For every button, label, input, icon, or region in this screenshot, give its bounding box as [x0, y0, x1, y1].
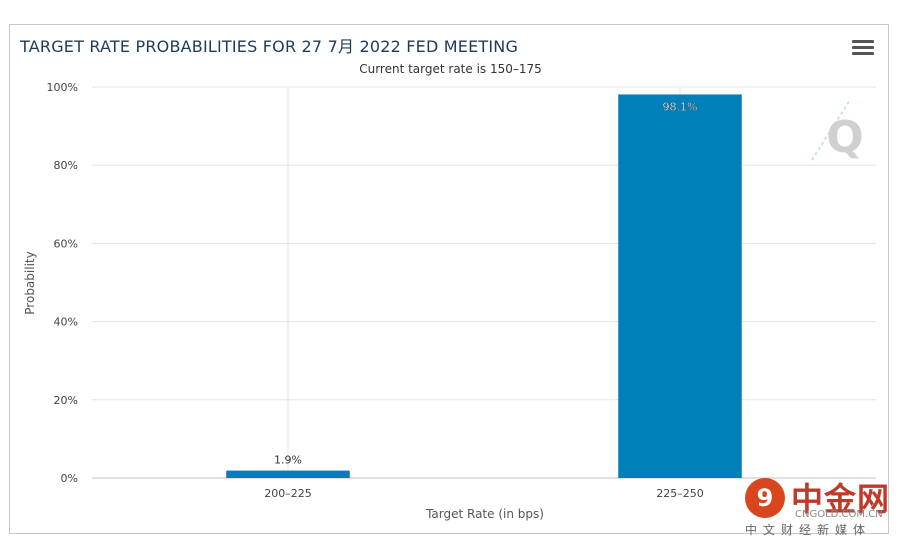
data-label: 98.1%: [663, 100, 698, 113]
chart-container: [9, 24, 889, 534]
hamburger-menu-icon[interactable]: [852, 40, 874, 58]
y-tick-label: 60%: [54, 237, 78, 250]
x-axis-label: Target Rate (in bps): [425, 507, 544, 521]
y-axis-ticks: 0% 20% 40% 60% 80% 100%: [47, 81, 78, 485]
chart-subtitle: Current target rate is 150–175: [359, 62, 542, 76]
watermark-glyph: Q: [826, 112, 863, 163]
y-tick-label: 0%: [61, 472, 78, 485]
y-tick-label: 100%: [47, 81, 78, 94]
cngold-watermark: 9 中金网 CNGOLD.COM.CN 中文财经新媒体: [745, 476, 895, 540]
q-watermark-icon: Q: [811, 99, 864, 163]
data-label: 1.9%: [274, 454, 302, 467]
cngold-logo-icon: 9: [745, 478, 785, 518]
chart-title: TARGET RATE PROBABILITIES FOR 27 7月 2022…: [20, 37, 519, 56]
watermark-brand: 中金网: [791, 480, 891, 518]
y-tick-label: 80%: [54, 159, 78, 172]
x-tick-label: 200–225: [264, 487, 312, 500]
x-tick-label: 225–250: [656, 487, 704, 500]
bar-series: 1.9% 98.1%: [226, 94, 742, 478]
watermark-url: CNGOLD.COM.CN: [795, 509, 883, 520]
bar-2[interactable]: [618, 94, 742, 478]
x-axis-ticks: 200–225 225–250: [264, 487, 704, 500]
y-tick-label: 40%: [54, 316, 78, 329]
y-tick-label: 20%: [54, 394, 78, 407]
chart-grid: [92, 86, 876, 479]
bar-1[interactable]: [226, 470, 350, 478]
watermark-tagline: 中文财经新媒体: [745, 523, 872, 537]
y-axis-label: Probability: [23, 251, 37, 314]
